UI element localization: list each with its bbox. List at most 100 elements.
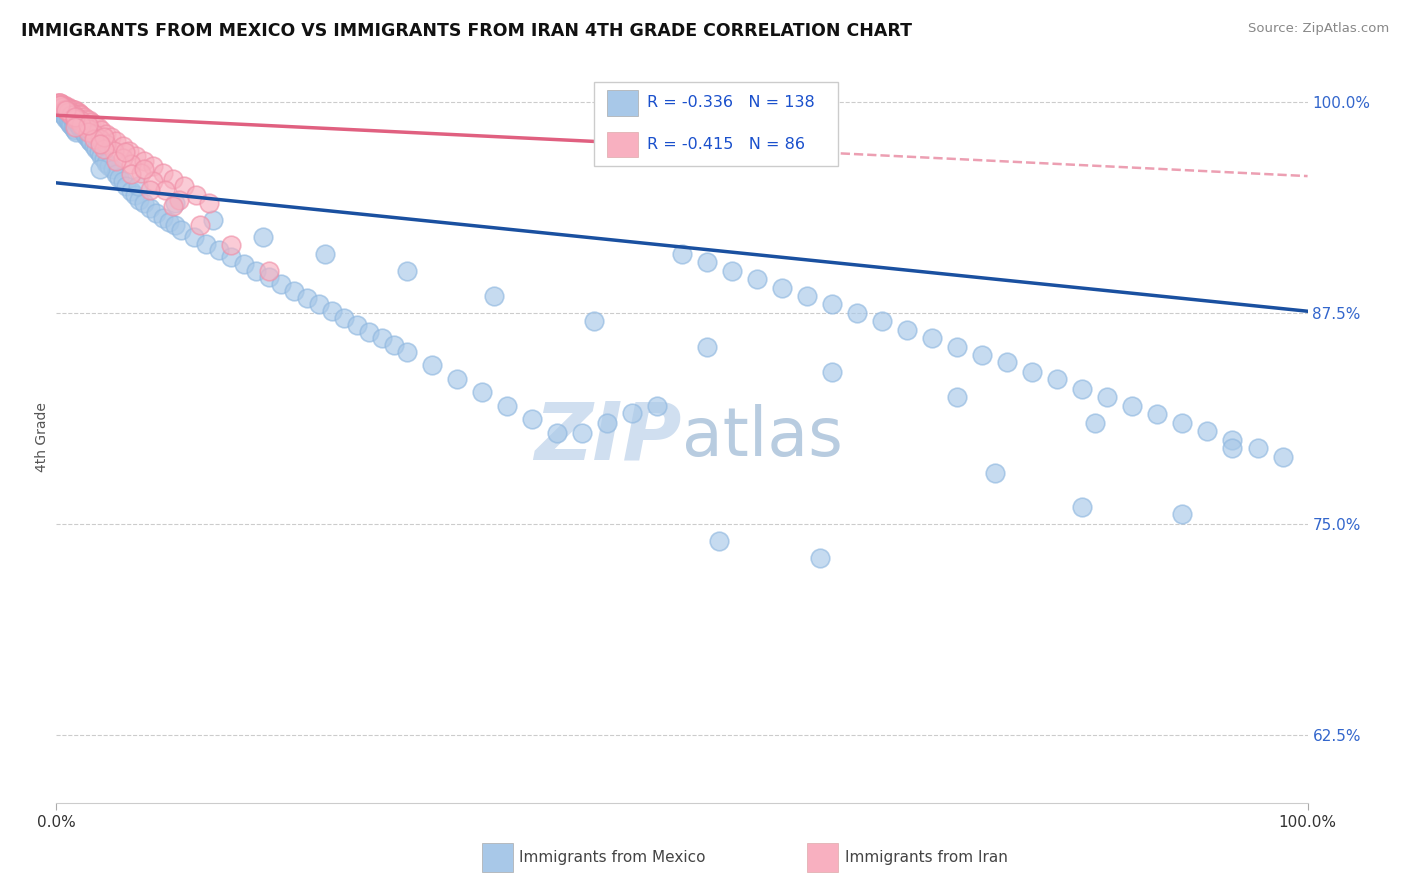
Point [53,100,76,114]
Point [420,359,443,373]
Point [66,117,89,131]
Point [93,152,115,166]
Point [471,385,494,400]
Point [75,128,97,143]
Point [1071,500,1094,515]
Point [671,247,693,261]
Point [83,138,105,153]
Point [65,125,87,139]
Point [86,120,108,134]
Point [69,120,91,134]
Point [46,98,69,112]
Point [96,136,118,151]
Point [67,106,90,120]
Point [596,416,619,430]
Point [80,115,103,129]
Point [221,238,243,252]
Point [63,113,86,128]
Point [49,98,72,112]
Point [76,119,98,133]
Point [63,120,86,134]
Point [821,297,844,311]
Point [90,149,112,163]
Point [1171,416,1194,430]
Point [333,310,356,325]
Point [124,187,146,202]
Point [183,230,205,244]
Point [645,399,668,413]
Point [245,263,267,277]
Point [696,340,718,354]
Point [96,155,118,169]
Point [59,117,82,131]
Point [257,270,280,285]
Point [314,247,336,261]
Point [131,166,153,180]
Point [120,157,142,171]
Point [620,406,643,420]
Point [51,98,73,112]
Point [87,145,110,160]
Point [233,257,256,271]
Point [84,142,107,156]
FancyBboxPatch shape [807,843,838,872]
Point [55,104,77,119]
Point [70,119,93,133]
Point [1046,372,1069,386]
Point [1197,424,1219,438]
Point [870,314,893,328]
Point [55,100,77,114]
Point [56,104,79,119]
Point [93,130,115,145]
Point [359,325,381,339]
Text: Immigrants from Iran: Immigrants from Iran [845,850,1008,865]
Point [984,467,1007,481]
FancyBboxPatch shape [607,132,638,157]
Point [128,193,150,207]
Point [93,142,115,156]
Point [105,134,128,148]
Point [972,348,994,362]
Point [48,98,70,112]
Point [77,121,100,136]
Point [946,340,969,354]
Point [1021,365,1043,379]
Point [73,127,96,141]
Point [62,106,84,120]
Point [51,98,73,112]
Point [89,132,111,146]
Point [132,196,155,211]
Point [1246,441,1268,455]
Point [53,102,76,116]
Point [62,120,84,134]
Point [49,98,72,112]
Point [198,196,221,211]
Point [571,425,593,440]
Point [188,218,211,232]
Point [69,113,91,128]
Point [83,132,105,146]
Point [252,230,274,244]
Point [49,96,72,111]
Point [58,115,80,129]
Point [59,102,82,116]
Point [921,331,943,345]
Point [446,372,468,386]
Point [56,104,79,119]
Point [115,179,138,194]
Point [70,121,93,136]
Point [139,201,162,215]
Point [111,138,134,153]
Point [63,112,86,126]
Point [52,108,75,122]
Point [51,100,73,114]
Point [118,144,141,158]
Point [770,280,793,294]
Point [69,106,91,120]
Point [142,174,165,188]
Point [946,390,969,404]
Point [583,314,606,328]
Point [51,98,73,112]
Point [65,115,87,129]
Point [75,112,97,126]
